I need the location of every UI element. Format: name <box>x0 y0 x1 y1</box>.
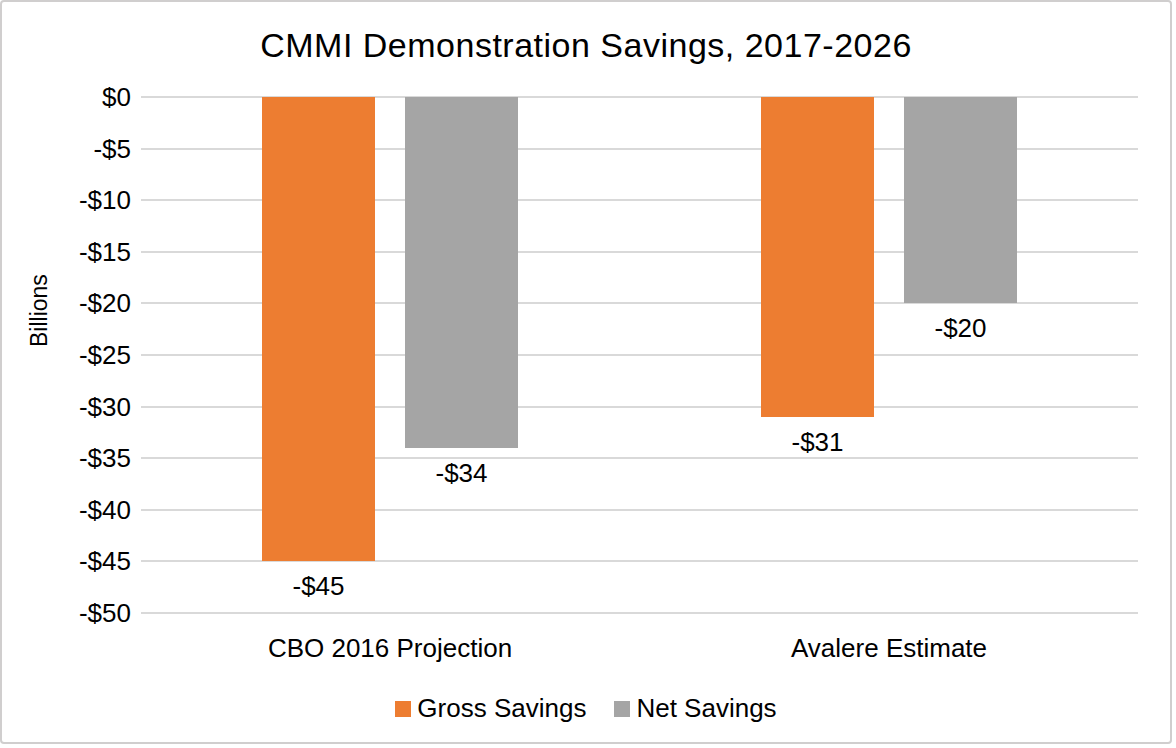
y-axis-tick-label: -$15 <box>79 239 131 265</box>
y-axis-tick-label: -$25 <box>79 342 131 368</box>
y-axis-tick-labels: $0 -$5 -$10 -$15 -$20 -$25 -$30 -$35 -$40 -$45 -$5… <box>2 2 131 744</box>
y-axis-tick-label: -$40 <box>79 497 131 523</box>
bar-gross-savings <box>761 97 874 417</box>
y-axis-tick-label: $0 <box>102 84 131 110</box>
y-axis-tick-label: -$45 <box>79 548 131 574</box>
legend: Gross Savings Net Savings <box>2 693 1170 724</box>
legend-label: Gross Savings <box>417 693 586 724</box>
legend-swatch-icon <box>614 701 630 717</box>
gridline <box>141 612 1138 614</box>
y-axis-tick-label: -$5 <box>93 136 131 162</box>
legend-item: Net Savings <box>614 693 776 724</box>
y-axis-tick-label: -$10 <box>79 187 131 213</box>
chart-canvas: CMMI Demonstration Savings, 2017-2026 Bi… <box>0 0 1172 744</box>
y-axis-tick-label: -$30 <box>79 394 131 420</box>
legend-label: Net Savings <box>636 693 776 724</box>
category-label: Avalere Estimate <box>791 633 987 664</box>
legend-swatch-icon <box>395 701 411 717</box>
chart-title: CMMI Demonstration Savings, 2017-2026 <box>2 26 1170 65</box>
legend-item: Gross Savings <box>395 693 586 724</box>
plot-area: -$45 -$34 -$31 -$20 <box>141 96 1138 612</box>
bar-net-savings <box>405 97 518 448</box>
bar-net-savings <box>904 97 1017 303</box>
y-axis-tick-label: -$50 <box>79 600 131 626</box>
bar-data-label: -$45 <box>262 571 375 602</box>
y-axis-tick-label: -$20 <box>79 290 131 316</box>
bar-data-label: -$20 <box>904 313 1017 344</box>
category-label: CBO 2016 Projection <box>268 633 512 664</box>
y-axis-tick-label: -$35 <box>79 445 131 471</box>
bar-gross-savings <box>262 97 375 561</box>
bar-data-label: -$34 <box>405 458 518 489</box>
bar-data-label: -$31 <box>761 427 874 458</box>
